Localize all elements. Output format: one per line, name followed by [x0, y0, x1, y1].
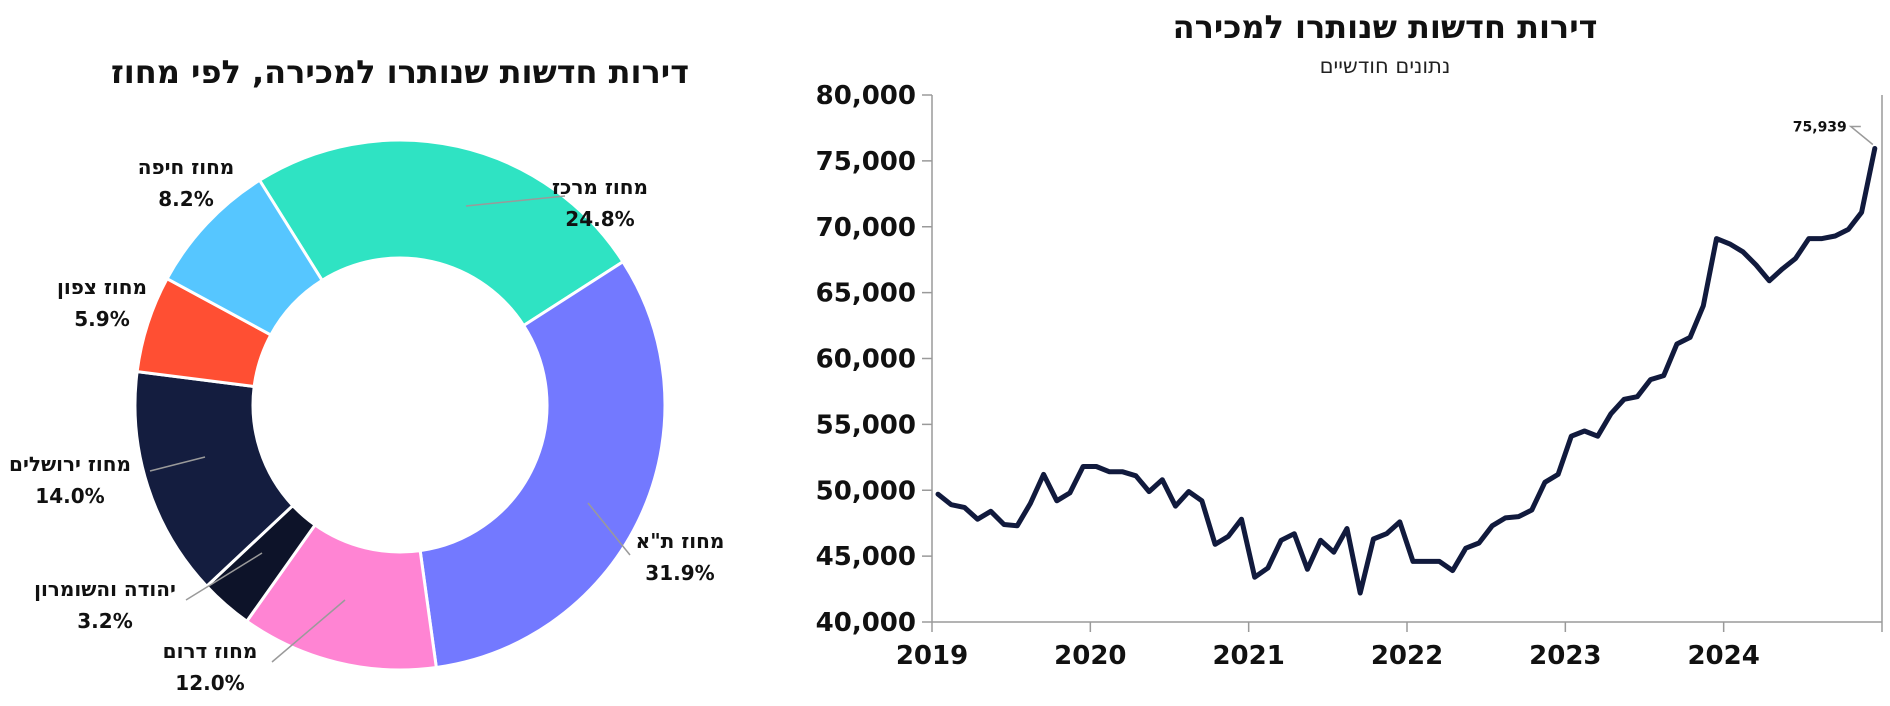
slice-percent-label: 14.0%	[35, 484, 104, 508]
x-tick-label: 2023	[1529, 641, 1601, 671]
x-tick-label: 2019	[896, 641, 968, 671]
line-chart-axes	[922, 94, 1883, 632]
leader-line	[149, 456, 206, 472]
slice-name-label: יהודה והשומרון	[34, 577, 176, 601]
annotation-leader	[1848, 125, 1874, 146]
y-tick-label: 40,000	[816, 608, 916, 638]
x-tick-label: 2024	[1687, 641, 1759, 671]
donut-slice	[165, 178, 325, 337]
line-chart-subtitle: נתונים חודשיים	[1320, 54, 1451, 78]
y-tick-label: 80,000	[816, 81, 916, 111]
y-tick-label: 45,000	[816, 542, 916, 572]
y-tick-label: 65,000	[816, 279, 916, 309]
line-chart-title: דירות חדשות שנותרו למכירה	[1173, 8, 1598, 46]
line-chart: דירות חדשות שנותרו למכירה נתונים חודשיים…	[816, 8, 1883, 671]
donut-slices	[133, 138, 667, 672]
slice-percent-label: 8.2%	[158, 187, 213, 211]
x-tick-label: 2021	[1212, 641, 1284, 671]
x-tick-label: 2020	[1054, 641, 1126, 671]
x-tick-label: 2022	[1371, 641, 1443, 671]
slice-name-label: מחוז חיפה	[138, 155, 235, 179]
slice-name-label: מחוז ת"א	[636, 529, 725, 553]
donut-slice-labels: מחוז מרכז 24.8% מחוז ת"א 31.9% מחוז דרום 12.0…	[9, 155, 724, 695]
y-tick-label: 50,000	[816, 476, 916, 506]
leader-line	[271, 599, 346, 663]
y-axis-tick-labels: 40,000 45,000 50,000 55,000 60,000 65,000 70,0…	[816, 81, 916, 638]
y-tick-label: 75,000	[816, 147, 916, 177]
slice-name-label: מחוז מרכז	[552, 175, 648, 199]
y-tick-label: 70,000	[816, 213, 916, 243]
y-tick-label: 60,000	[816, 345, 916, 375]
slice-percent-label: 31.9%	[645, 561, 714, 585]
donut-chart: דירות חדשות שנותרו למכירה, לפי מחוז מחוז…	[9, 53, 724, 695]
slice-name-label: מחוז צפון	[57, 275, 147, 299]
line-series	[935, 146, 1878, 596]
series-line	[935, 146, 1878, 596]
slice-percent-label: 12.0%	[175, 671, 244, 695]
donut-slice	[418, 259, 667, 670]
slice-name-label: מחוז דרום	[163, 639, 258, 663]
last-value-label: 75,939	[1793, 120, 1847, 136]
leader-line	[465, 195, 566, 207]
slice-percent-label: 3.2%	[77, 609, 132, 633]
x-axis-tick-labels: 2019 2020 2021 2022 2023 2024	[896, 641, 1760, 671]
leader-line	[185, 552, 263, 601]
donut-leader-lines	[149, 195, 631, 663]
donut-chart-title: דירות חדשות שנותרו למכירה, לפי מחוז	[111, 53, 689, 91]
line-annotation: 75,939	[1793, 120, 1874, 146]
slice-percent-label: 5.9%	[74, 307, 129, 331]
slice-name-label: מחוז ירושלים	[9, 452, 131, 476]
leader-line	[587, 502, 631, 556]
y-tick-label: 55,000	[816, 410, 916, 440]
donut-slice	[257, 138, 626, 328]
slice-percent-label: 24.8%	[565, 207, 634, 231]
donut-slice	[133, 369, 295, 589]
